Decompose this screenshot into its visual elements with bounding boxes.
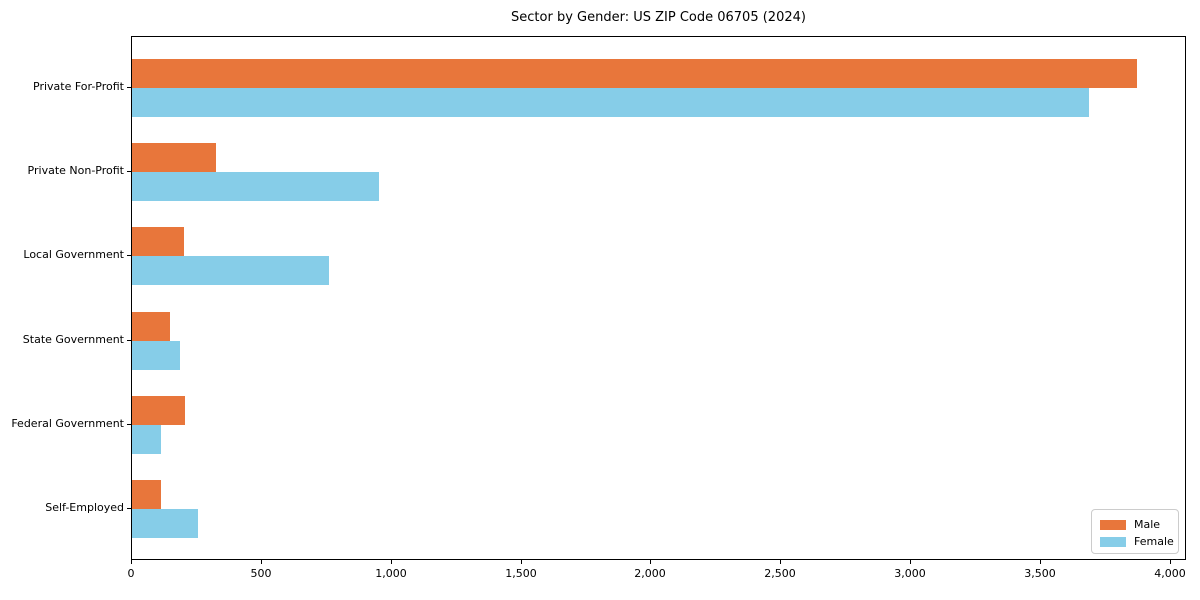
ytick-mark bbox=[127, 508, 131, 509]
xtick-mark bbox=[1170, 560, 1171, 564]
xtick-mark bbox=[131, 560, 132, 564]
chart-title: Sector by Gender: US ZIP Code 06705 (202… bbox=[511, 10, 806, 25]
bar-female-self-employed bbox=[132, 509, 198, 538]
ytick-mark bbox=[127, 171, 131, 172]
ytick-mark bbox=[127, 340, 131, 341]
legend-swatch-male bbox=[1100, 519, 1126, 530]
xtick-label-2500: 2,500 bbox=[764, 567, 796, 580]
ytick-label-private-for-profit: Private For-Profit bbox=[33, 80, 124, 93]
bar-male-self-employed bbox=[132, 480, 161, 509]
xtick-label-3500: 3,500 bbox=[1024, 567, 1056, 580]
legend-label-male: Male bbox=[1134, 518, 1161, 531]
ytick-mark bbox=[127, 424, 131, 425]
legend-label-female: Female bbox=[1134, 535, 1174, 548]
bar-male-private-non-profit bbox=[132, 143, 216, 172]
xtick-label-4000: 4,000 bbox=[1154, 567, 1186, 580]
ytick-label-federal-government: Federal Government bbox=[11, 417, 124, 430]
bar-female-private-non-profit bbox=[132, 172, 379, 201]
xtick-label-500: 500 bbox=[250, 567, 272, 580]
plot-area bbox=[131, 36, 1186, 560]
bar-male-state-government bbox=[132, 312, 170, 341]
ytick-label-private-non-profit: Private Non-Profit bbox=[27, 164, 124, 177]
bar-female-state-government bbox=[132, 341, 180, 370]
xtick-mark bbox=[1040, 560, 1041, 564]
xtick-mark bbox=[910, 560, 911, 564]
ytick-label-self-employed: Self-Employed bbox=[45, 501, 124, 514]
bar-female-local-government bbox=[132, 256, 329, 285]
xtick-label-0: 0 bbox=[127, 567, 135, 580]
xtick-label-1000: 1,000 bbox=[375, 567, 407, 580]
xtick-mark bbox=[650, 560, 651, 564]
xtick-mark bbox=[391, 560, 392, 564]
ytick-mark bbox=[127, 87, 131, 88]
bar-female-private-for-profit bbox=[132, 88, 1089, 117]
xtick-label-3000: 3,000 bbox=[894, 567, 926, 580]
xtick-label-1500: 1,500 bbox=[505, 567, 537, 580]
legend-item-female: Female bbox=[1100, 533, 1174, 550]
legend-item-male: Male bbox=[1100, 516, 1170, 533]
ytick-label-local-government: Local Government bbox=[23, 248, 124, 261]
xtick-mark bbox=[261, 560, 262, 564]
ytick-label-state-government: State Government bbox=[22, 333, 124, 346]
ytick-mark bbox=[127, 255, 131, 256]
xtick-label-2000: 2,000 bbox=[634, 567, 666, 580]
bar-male-federal-government bbox=[132, 396, 185, 425]
bar-male-private-for-profit bbox=[132, 59, 1137, 88]
bar-male-local-government bbox=[132, 227, 184, 256]
xtick-mark bbox=[521, 560, 522, 564]
legend-swatch-female bbox=[1100, 536, 1126, 547]
xtick-mark bbox=[780, 560, 781, 564]
legend: Male Female bbox=[1091, 509, 1179, 554]
bar-female-federal-government bbox=[132, 425, 161, 454]
